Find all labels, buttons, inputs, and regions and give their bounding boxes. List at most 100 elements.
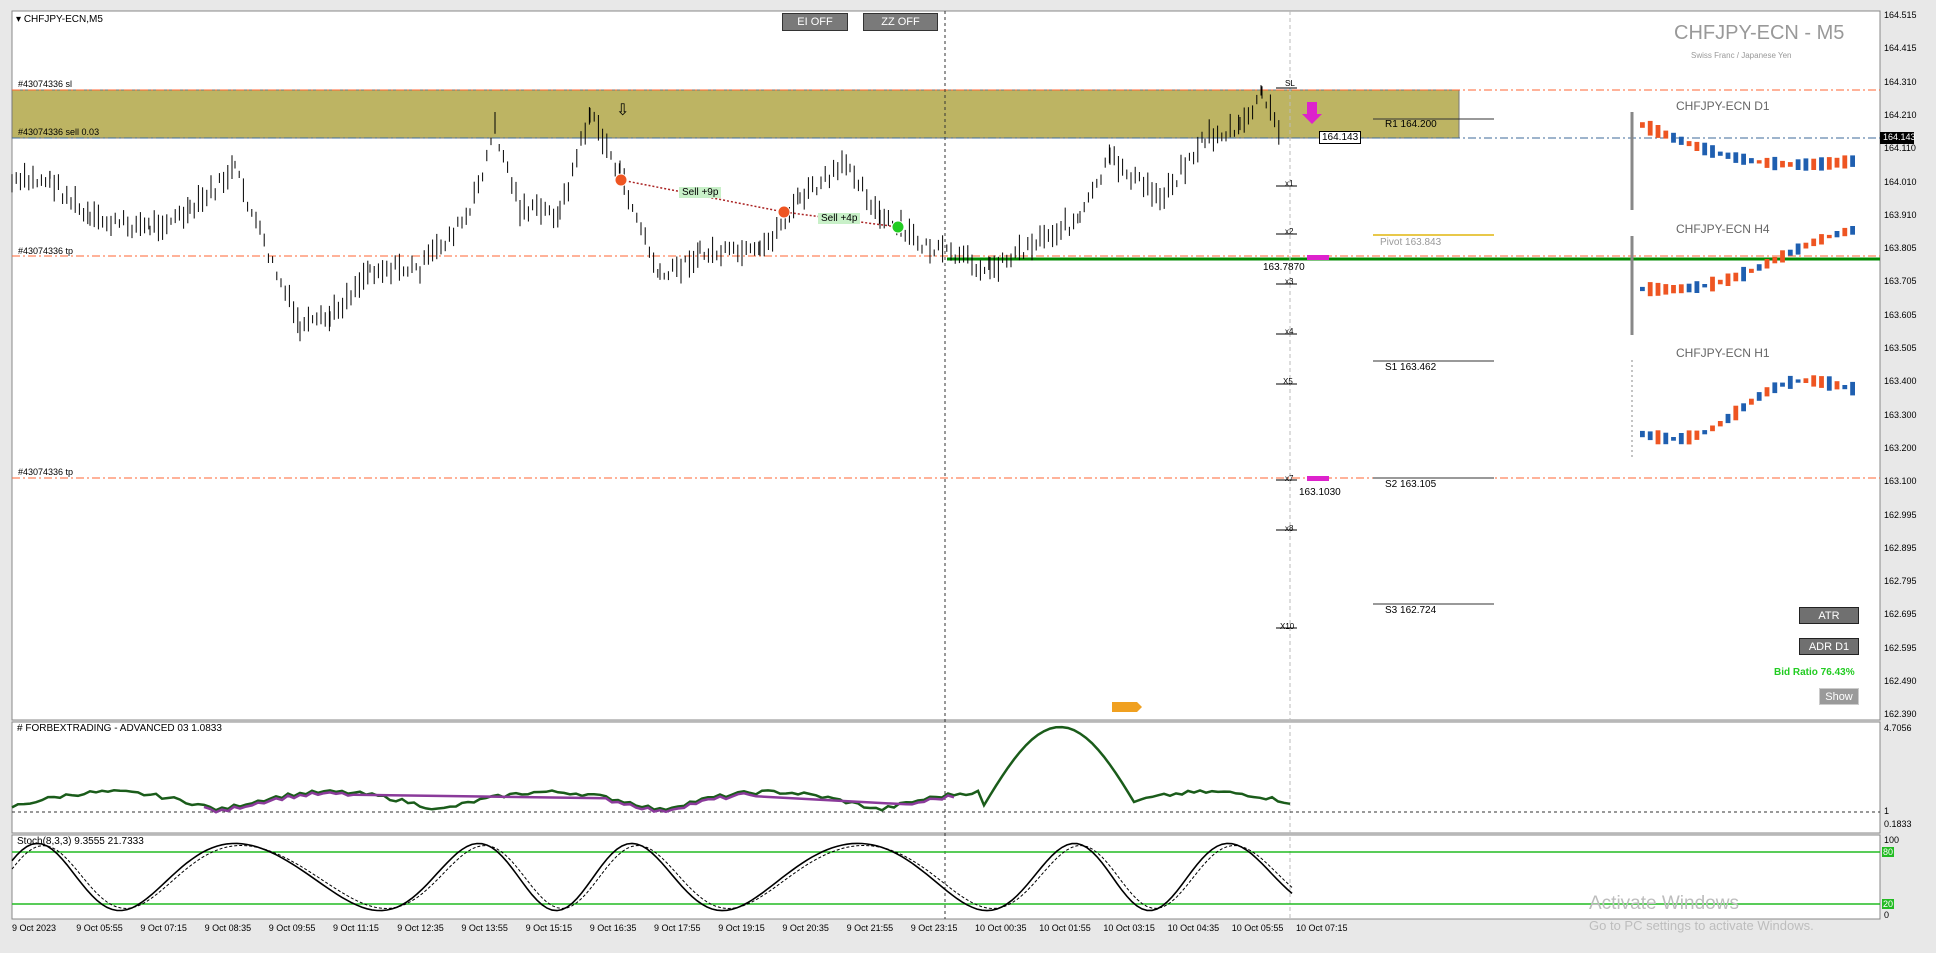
mini-candle — [1826, 157, 1832, 170]
time-tick-label: 10 Oct 01:55 — [1039, 923, 1091, 933]
sl-order-label[interactable]: #43074336 sl — [18, 79, 73, 89]
mini-candle — [1702, 284, 1708, 288]
mini-candle — [1655, 430, 1661, 445]
stoch-main-line — [11, 842, 1293, 912]
mini-candle — [1811, 238, 1817, 247]
tp-order-label-1[interactable]: #43074336 tp — [18, 246, 74, 256]
mini-candle — [1686, 430, 1692, 445]
forbex-max: 4.7056 — [1884, 723, 1912, 733]
sell-entry-marker-2[interactable] — [777, 205, 791, 219]
time-tick-label: 9 Oct 08:35 — [204, 923, 252, 933]
mini-candle — [1749, 268, 1754, 273]
mini-candle — [1678, 136, 1684, 145]
price-tick-label: 162.490 — [1884, 676, 1917, 686]
price-tick-label: 162.390 — [1884, 709, 1917, 720]
mini-candle — [1733, 152, 1739, 163]
event-flag-icon[interactable] — [1112, 702, 1142, 712]
trade-result-2: Sell +4p — [818, 213, 861, 224]
zz-level-marks — [1276, 87, 1297, 629]
reference-lines — [12, 11, 1880, 919]
arrow-down-icon: ⇩ — [616, 102, 629, 119]
mini-h1-title: CHFJPY-ECN H1 — [1676, 346, 1770, 360]
mini-candle — [1741, 153, 1746, 165]
forbex-pane[interactable] — [11, 721, 1881, 834]
zz-toggle-button[interactable]: ZZ OFF — [863, 13, 938, 31]
mini-candle — [1733, 405, 1739, 421]
level-x8: x8 — [1285, 524, 1294, 533]
mini-candle — [1756, 160, 1762, 164]
mini-candle — [1803, 158, 1809, 171]
adr-d1-button[interactable]: ADR D1 — [1799, 638, 1859, 655]
mini-candle — [1850, 381, 1855, 396]
sell-entry-marker-1[interactable] — [614, 173, 628, 187]
symbol-tab[interactable]: ▾ CHFJPY-ECN,M5 — [16, 14, 103, 25]
time-tick-label: 10 Oct 05:55 — [1231, 923, 1284, 933]
mini-candle — [1663, 284, 1669, 295]
watermark-title: CHFJPY-ECN - M5 — [1674, 22, 1845, 44]
time-tick-label: 9 Oct 05:55 — [76, 923, 123, 933]
mini-candle — [1717, 279, 1723, 285]
sell-order-label[interactable]: #43074336 sell 0.03 — [18, 127, 100, 137]
mini-candle — [1663, 432, 1669, 445]
mini-candle — [1741, 403, 1746, 412]
price-tick-label: 163.910 — [1884, 209, 1917, 220]
time-tick-label: 9 Oct 11:15 — [333, 923, 379, 933]
mini-candle — [1694, 430, 1700, 440]
mini-h4-title: CHFJPY-ECN H4 — [1676, 222, 1770, 236]
sell-signal-icon — [1307, 102, 1317, 114]
price-tick-label: 163.605 — [1884, 309, 1917, 320]
pivot-s2-label: S2 163.105 — [1385, 479, 1437, 490]
show-button[interactable]: Show — [1819, 688, 1859, 705]
price-tick-label: 162.995 — [1884, 509, 1917, 520]
price-tick-label: 162.595 — [1884, 642, 1917, 653]
pivot-marker-2 — [1307, 476, 1329, 481]
current-price-box — [1880, 132, 1914, 144]
time-tick-label: 9 Oct 19:15 — [718, 923, 765, 933]
atr-button[interactable]: ATR — [1799, 607, 1859, 624]
close-marker[interactable] — [891, 220, 905, 234]
ei-toggle-button[interactable]: EI OFF — [782, 13, 848, 31]
price-tick-label: 164.515 — [1884, 10, 1917, 20]
time-tick-label: 9 Oct 23:15 — [910, 923, 958, 933]
level-x7: x7 — [1285, 474, 1294, 483]
mini-candle — [1780, 382, 1785, 387]
mini-candle — [1640, 286, 1645, 292]
mini-candle — [1780, 250, 1785, 263]
time-tick-label: 9 Oct 2023 — [12, 923, 57, 933]
price-tick-label: 164.110 — [1884, 143, 1916, 154]
sl-level-label: SL — [1285, 79, 1295, 88]
mini-candle — [1678, 433, 1684, 445]
sell-arrow-icon — [1302, 114, 1322, 124]
mini-candle — [1640, 430, 1645, 438]
mini-candle — [1764, 259, 1770, 269]
mini-candle — [1850, 226, 1855, 235]
mini-candle — [1717, 151, 1723, 156]
activate-windows-subtitle: Go to PC settings to activate Windows. — [1589, 918, 1814, 933]
time-tick-label: 9 Oct 15:15 — [525, 923, 573, 933]
pivot-marker-1 — [1307, 255, 1329, 260]
mini-candle — [1842, 385, 1848, 390]
time-tick-label: 9 Oct 07:15 — [140, 923, 187, 933]
mini-candle — [1803, 242, 1809, 249]
current-price-tag: 164.143 — [1319, 131, 1362, 144]
mini-candle — [1717, 421, 1723, 427]
pivot-label: Pivot 163.843 — [1380, 237, 1442, 248]
stoch-100: 100 — [1884, 835, 1900, 845]
mini-candle — [1663, 130, 1669, 139]
mini-candle — [1834, 231, 1840, 238]
mini-candle — [1772, 156, 1778, 171]
tp-order-label-2[interactable]: #43074336 tp — [18, 467, 74, 477]
mini-candle — [1787, 162, 1793, 167]
mini-candle — [1655, 282, 1661, 296]
mini-candle — [1647, 282, 1653, 297]
mini-candle — [1640, 122, 1645, 128]
level-x4: x4 — [1285, 327, 1294, 336]
mini-candle — [1686, 283, 1692, 293]
mini-candle — [1842, 227, 1848, 237]
mini-candle — [1834, 381, 1840, 390]
time-tick-label: 10 Oct 03:15 — [1103, 923, 1155, 933]
stoch-title: Stoch(8,3,3) 9.3555 21.7333 — [17, 836, 144, 847]
stoch-pane[interactable] — [11, 834, 1881, 920]
time-tick-label: 9 Oct 12:35 — [397, 923, 444, 933]
